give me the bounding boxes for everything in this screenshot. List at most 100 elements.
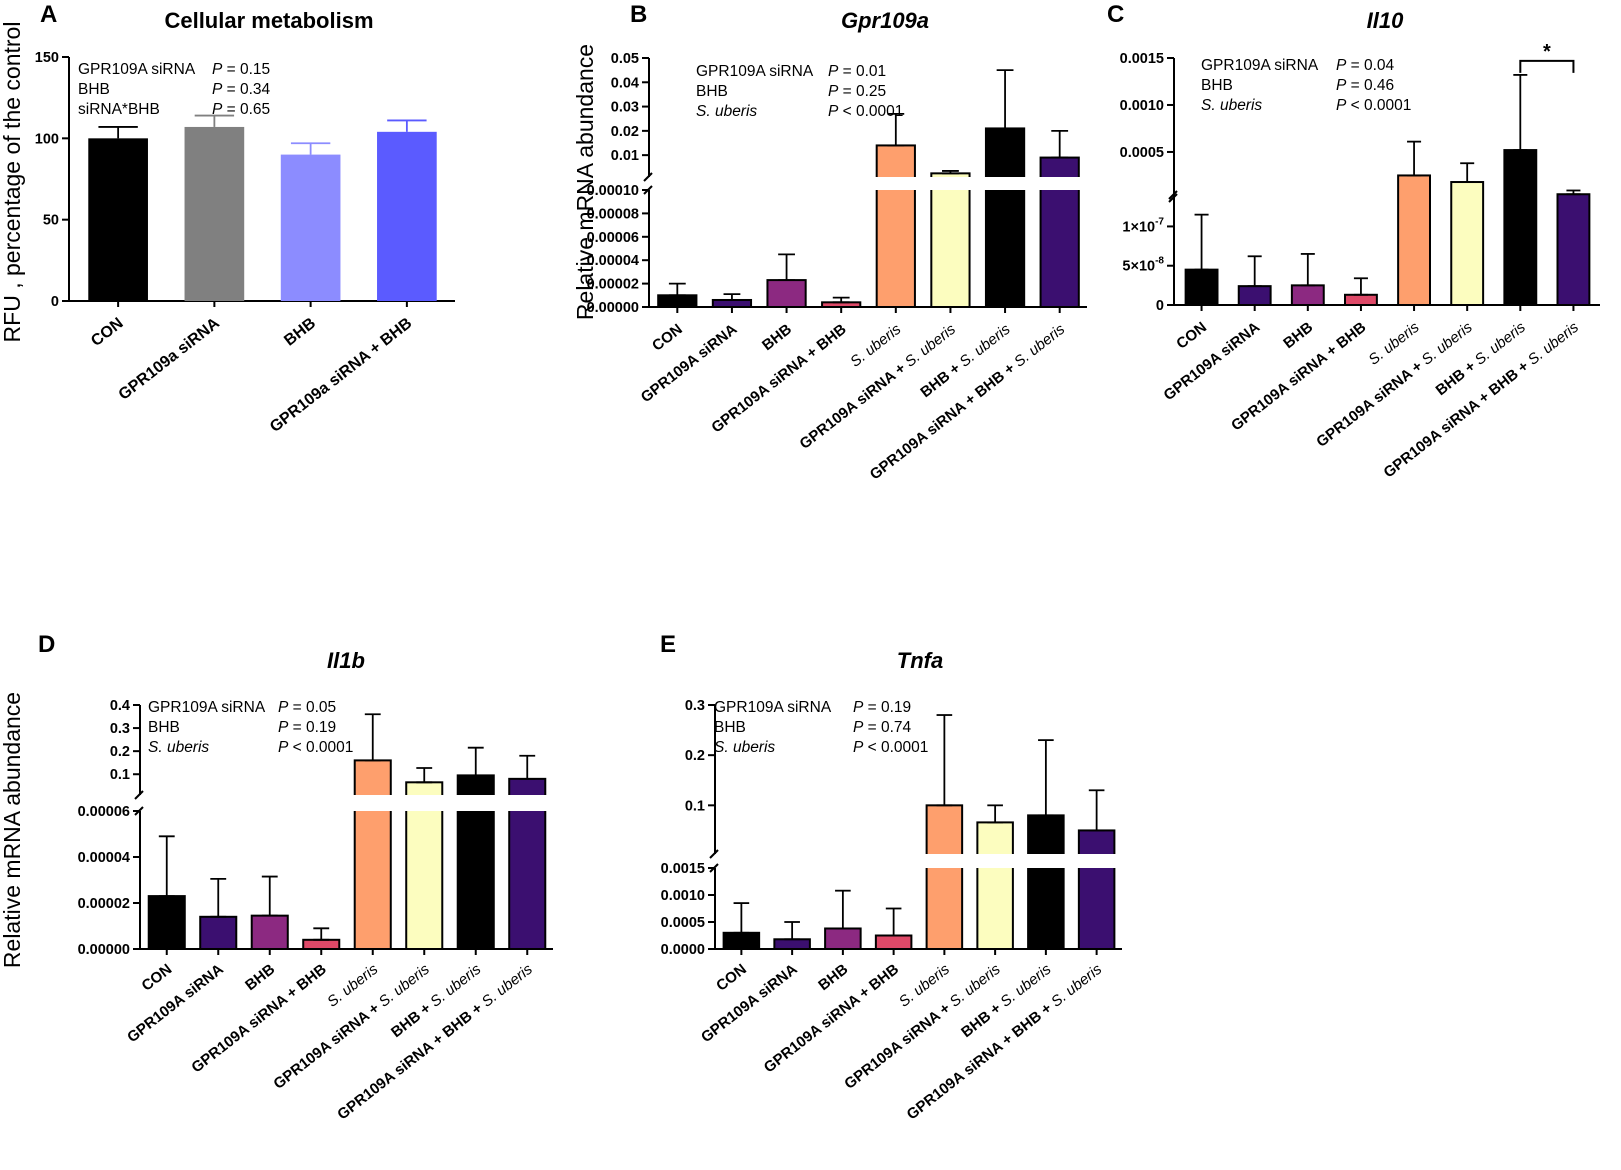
- stat-p-symbol: P: [1336, 57, 1347, 74]
- bar-break-gap: [506, 795, 549, 811]
- stat-p-value: P = 0.46: [1336, 77, 1394, 94]
- panel-e: E Tnfa 0.0000 0.0005 0.0010 0.0015 0.1 0.2 0.3 CO…: [660, 631, 1122, 1123]
- x-tick-label: CON: [138, 961, 175, 995]
- bar: [88, 138, 148, 301]
- bar: [353, 759, 392, 951]
- y-tick-label: 50: [43, 213, 59, 229]
- bar: [280, 154, 341, 301]
- y-tick-label: 0.00010: [587, 183, 639, 199]
- y-tick-label: 0.0010: [1120, 98, 1164, 114]
- stat-p-value: P < 0.0001: [828, 103, 903, 120]
- stat-label: BHB: [714, 719, 746, 736]
- bar-break-gap: [928, 177, 973, 190]
- x-tick-label: GPR109A siRNA + BHB + S. uberis: [1380, 318, 1582, 481]
- label-italic-part: S. uberis: [1011, 320, 1069, 370]
- bar-break-gap: [1075, 854, 1118, 868]
- stat-p-text: = 0.15: [222, 61, 270, 78]
- bar-break-gap: [923, 854, 966, 868]
- label-part: BHB +: [917, 357, 967, 401]
- axis-break-mark: [1168, 193, 1178, 203]
- panel-a: A Cellular metabolism RFU , percentage of …: [0, 1, 455, 436]
- stat-p-value: P = 0.05: [278, 699, 336, 716]
- stat-p-text: = 0.65: [222, 101, 270, 118]
- stat-p-symbol: P: [1336, 97, 1347, 114]
- bar-break-gap: [1037, 177, 1082, 190]
- stat-p-value: P = 0.15: [212, 61, 270, 78]
- y-tick-label: 0.4: [110, 698, 130, 714]
- stat-p-symbol: P: [212, 101, 223, 118]
- bar: [874, 934, 913, 950]
- stat-p-text: = 0.19: [288, 719, 336, 736]
- bar-break-gap: [873, 177, 918, 190]
- x-tick-label: BHB: [1280, 319, 1316, 353]
- axis-break-mark: [643, 185, 653, 195]
- axis-break-mark: [1168, 190, 1178, 200]
- label-part: GPR109A siRNA +: [270, 997, 386, 1093]
- stat-label: GPR109A siRNA: [696, 63, 814, 80]
- chart-title: Tnfa: [897, 648, 943, 673]
- chart-title: Il10: [1367, 8, 1404, 33]
- bar: [1290, 284, 1325, 307]
- bar: [302, 938, 341, 950]
- y-tick-label: 0.04: [611, 75, 639, 91]
- stat-p-symbol: P: [278, 719, 289, 736]
- bar: [1077, 829, 1116, 951]
- bar: [1397, 174, 1431, 306]
- panel-label: B: [630, 1, 647, 28]
- y-tick-label: 0.02: [611, 124, 639, 140]
- axis-break-mark: [134, 806, 144, 816]
- stat-p-symbol: P: [828, 83, 839, 100]
- tick-exponent: -8: [1155, 256, 1164, 267]
- bar-break-gap: [982, 177, 1028, 190]
- y-tick-label: 0.00002: [78, 896, 130, 912]
- label-italic-part: S. uberis: [1525, 318, 1583, 368]
- stat-label: S. uberis: [148, 739, 209, 756]
- panel-label: C: [1107, 1, 1124, 28]
- stat-label: GPR109A siRNA: [1201, 57, 1319, 74]
- bar: [824, 927, 862, 950]
- bar: [930, 172, 971, 308]
- panel-b: B Gpr109a 0.00000 0.00002 0.00004 0.00006 0.00…: [587, 1, 1087, 483]
- stat-p-text: = 0.74: [863, 719, 911, 736]
- y-tick-label: 100: [35, 131, 59, 147]
- bar: [199, 915, 238, 950]
- label-italic-part: S. uberis: [479, 960, 537, 1010]
- x-tick-label: GPR109A siRNA: [698, 961, 801, 1047]
- stat-p-value: P = 0.74: [853, 719, 912, 736]
- stat-p-text: = 0.34: [222, 81, 270, 98]
- y-axis-label: RFU , percentage of the control: [0, 22, 25, 343]
- y-tick-label: 0.03: [611, 100, 639, 116]
- y-tick-label: 0.1: [685, 798, 705, 814]
- stat-label: BHB: [78, 81, 110, 98]
- panel-label: D: [38, 631, 55, 658]
- y-tick-label: 0.3: [685, 698, 705, 714]
- y-tick-label: 0.2: [110, 744, 130, 760]
- stat-p-symbol: P: [212, 61, 223, 78]
- label-part: GPR109A siRNA +: [1313, 355, 1429, 451]
- y-tick-label: 0.0015: [661, 861, 705, 877]
- axis-break-mark: [709, 863, 719, 873]
- y-tick-label: 0.0000: [661, 942, 705, 958]
- stat-label: GPR109A siRNA: [714, 699, 832, 716]
- bar: [875, 144, 916, 308]
- x-tick-label: BHB + S. uberis: [1433, 318, 1530, 399]
- x-tick-label: BHB: [815, 961, 851, 995]
- bar: [184, 126, 245, 302]
- panel-c: C Il1005×10-81×10-70.00050.00100.0015CONG…: [1107, 1, 1600, 481]
- stat-p-symbol: P: [1336, 77, 1347, 94]
- bar: [1450, 181, 1485, 306]
- panel-label: A: [40, 1, 57, 28]
- stat-p-symbol: P: [853, 699, 864, 716]
- stat-label: S. uberis: [696, 103, 757, 120]
- stat-p-text: < 0.0001: [288, 739, 353, 756]
- x-tick-label: BHB: [242, 961, 278, 995]
- x-tick-label: GPR109A siRNA: [124, 961, 227, 1047]
- label-part: GPR109A siRNA +: [797, 357, 913, 453]
- bar: [1027, 814, 1065, 950]
- tick-exponent: -7: [1155, 216, 1164, 227]
- bar: [1237, 285, 1272, 306]
- stat-p-text: < 0.0001: [863, 739, 928, 756]
- x-tick-label: GPR109A siRNA: [1160, 319, 1263, 405]
- stat-p-text: < 0.0001: [1346, 97, 1411, 114]
- bar-break-gap: [974, 854, 1016, 868]
